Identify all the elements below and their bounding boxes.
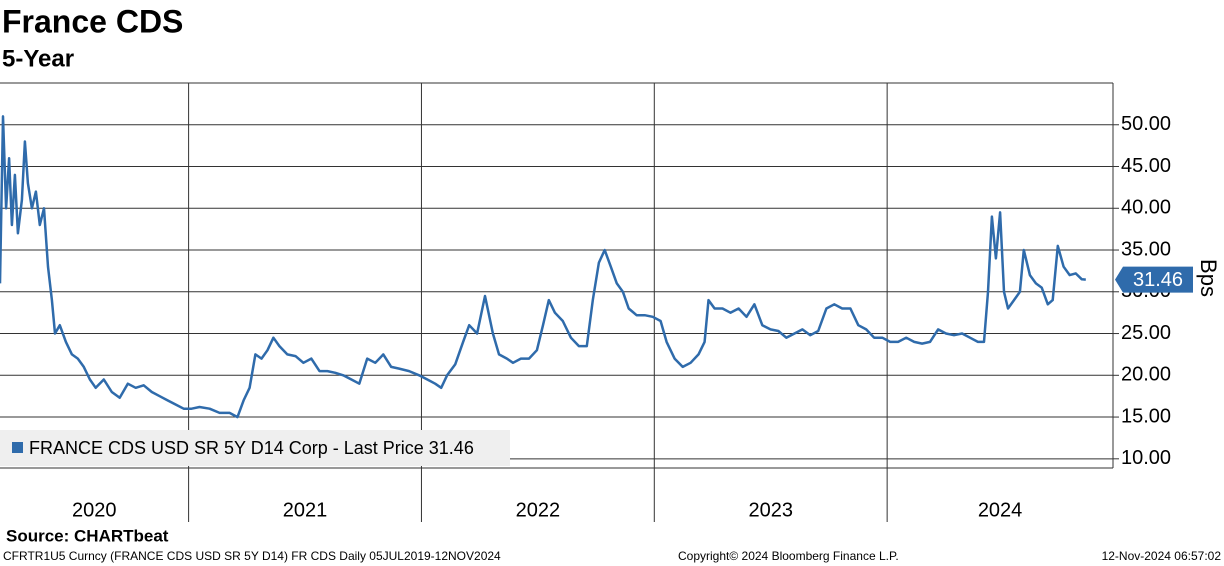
footer-left: CFRTR1U5 Curncy (FRANCE CDS USD SR 5Y D1…	[3, 549, 501, 563]
footer-center: Copyright© 2024 Bloomberg Finance L.P.	[678, 549, 899, 563]
x-tick-label: 2023	[748, 499, 793, 521]
x-tick-label: 2020	[72, 499, 117, 521]
y-axis-label: Bps	[1196, 259, 1221, 297]
y-tick-label: 10.00	[1121, 447, 1171, 469]
y-tick-label: 50.00	[1121, 113, 1171, 135]
y-tick-label: 25.00	[1121, 322, 1171, 344]
last-price-label: 31.46	[1133, 269, 1183, 291]
source: Source: CHARTbeat	[6, 526, 169, 545]
x-tick-label: 2022	[516, 499, 561, 521]
series-line	[0, 115, 1086, 419]
legend-swatch	[12, 442, 23, 453]
chart-subtitle: 5-Year	[2, 45, 74, 72]
x-tick-label: 2021	[283, 499, 328, 521]
chart-title: France CDS	[2, 3, 183, 39]
y-tick-label: 35.00	[1121, 238, 1171, 260]
footer-right: 12-Nov-2024 06:57:02	[1102, 549, 1222, 563]
y-tick-label: 20.00	[1121, 364, 1171, 386]
y-tick-label: 45.00	[1121, 155, 1171, 177]
legend-box	[0, 430, 510, 466]
y-tick-label: 40.00	[1121, 197, 1171, 219]
legend-label: FRANCE CDS USD SR 5Y D14 Corp - Last Pri…	[29, 438, 474, 458]
y-tick-label: 15.00	[1121, 405, 1171, 427]
x-tick-label: 2024	[978, 499, 1023, 521]
last-price-tag	[1115, 266, 1193, 293]
